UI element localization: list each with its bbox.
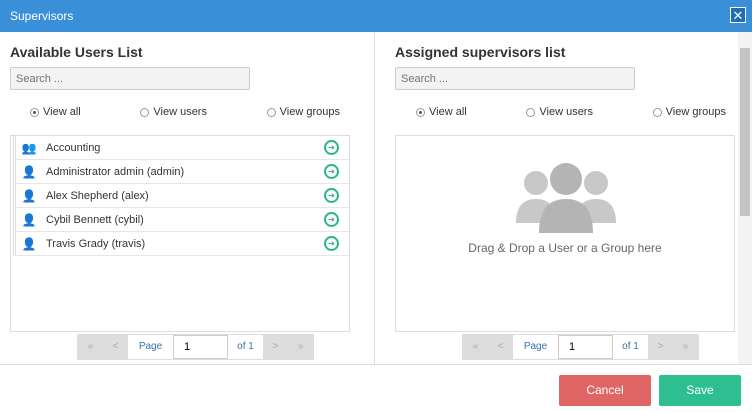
- next-page-button[interactable]: >: [657, 341, 664, 352]
- prev-page-button[interactable]: <: [112, 341, 119, 352]
- list-item[interactable]: 👤 Cybil Bennett (cybil) ➜: [13, 208, 349, 232]
- drop-zone[interactable]: Drag & Drop a User or a Group here: [395, 135, 735, 332]
- footer: Cancel Save: [0, 364, 752, 412]
- scrollbar[interactable]: [738, 32, 752, 364]
- window-title: Supervisors: [10, 9, 74, 23]
- radio-icon[interactable]: [416, 107, 425, 117]
- save-button[interactable]: Save: [659, 375, 741, 406]
- user-icon: 👤: [21, 236, 37, 251]
- available-users-panel: Available Users List View all View users…: [0, 32, 375, 364]
- radio-icon[interactable]: [140, 107, 150, 117]
- page-input[interactable]: [558, 335, 613, 359]
- add-arrow-icon[interactable]: ➜: [324, 140, 339, 155]
- prev-page-button[interactable]: <: [497, 341, 504, 352]
- radio-icon[interactable]: [652, 107, 662, 117]
- page-count: of 1: [613, 335, 648, 359]
- last-page-button[interactable]: »: [682, 341, 689, 352]
- last-page-button[interactable]: »: [297, 341, 304, 352]
- first-page-button[interactable]: «: [87, 341, 94, 352]
- add-arrow-icon[interactable]: ➜: [324, 188, 339, 203]
- available-search-input[interactable]: [10, 67, 250, 90]
- available-filter-all[interactable]: View all: [30, 106, 81, 118]
- add-arrow-icon[interactable]: ➜: [324, 236, 339, 251]
- assigned-pager: « < Page of 1 > »: [462, 334, 699, 360]
- user-icon: 👤: [21, 164, 37, 179]
- page-label: Page: [513, 335, 558, 359]
- assigned-filter-groups[interactable]: View groups: [652, 106, 726, 118]
- list-item[interactable]: 👤 Alex Shepherd (alex) ➜: [13, 184, 349, 208]
- user-icon: 👤: [21, 188, 37, 203]
- available-filter-groups[interactable]: View groups: [266, 106, 340, 118]
- page-label: Page: [128, 335, 173, 359]
- list-item[interactable]: 👤 Administrator admin (admin) ➜: [13, 160, 349, 184]
- page-input[interactable]: [173, 335, 228, 359]
- title-bar: Supervisors ✕: [0, 0, 752, 32]
- close-button[interactable]: ✕: [730, 7, 746, 23]
- users-group-icon: [516, 163, 616, 233]
- user-icon: 👤: [21, 212, 37, 227]
- radio-icon[interactable]: [266, 107, 276, 117]
- assigned-title: Assigned supervisors list: [395, 44, 566, 60]
- available-filter-users[interactable]: View users: [140, 106, 207, 118]
- group-icon: 👥: [21, 140, 37, 155]
- list-item[interactable]: 👤 Travis Grady (travis) ➜: [13, 232, 349, 256]
- assigned-filter-users[interactable]: View users: [526, 106, 593, 118]
- first-page-button[interactable]: «: [472, 341, 479, 352]
- radio-icon[interactable]: [526, 107, 536, 117]
- assigned-search-input[interactable]: [395, 67, 635, 90]
- next-page-button[interactable]: >: [272, 341, 279, 352]
- scrollbar-thumb[interactable]: [740, 48, 750, 216]
- radio-icon[interactable]: [30, 107, 39, 117]
- assigned-filter-all[interactable]: View all: [416, 106, 467, 118]
- available-pager: « < Page of 1 > »: [77, 334, 314, 360]
- page-count: of 1: [228, 335, 263, 359]
- drop-zone-text: Drag & Drop a User or a Group here: [468, 241, 662, 255]
- assigned-supervisors-panel: Assigned supervisors list View all View …: [376, 32, 738, 364]
- add-arrow-icon[interactable]: ➜: [324, 164, 339, 179]
- cancel-button[interactable]: Cancel: [559, 375, 651, 406]
- list-item[interactable]: 👥 Accounting ➜: [13, 136, 349, 160]
- add-arrow-icon[interactable]: ➜: [324, 212, 339, 227]
- available-list: 👥 Accounting ➜ 👤 Administrator admin (admin…: [10, 135, 350, 332]
- available-title: Available Users List: [10, 44, 143, 60]
